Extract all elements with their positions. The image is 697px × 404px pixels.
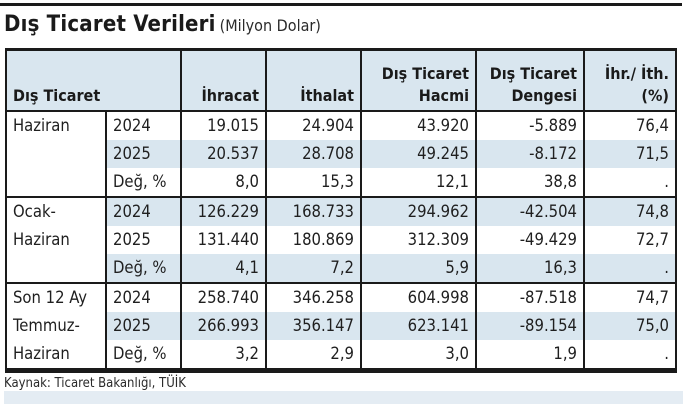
- volume-cell: 5,9: [360, 254, 477, 283]
- imports-cell: 356.147: [265, 312, 362, 340]
- period-cell: 2025: [105, 226, 182, 254]
- group-label: [5, 168, 107, 197]
- balance-cell: -42.504: [475, 196, 585, 226]
- imports-cell: 346.258: [265, 282, 362, 312]
- balance-cell: 38,8: [475, 168, 585, 197]
- ratio-cell: 76,4: [583, 110, 677, 140]
- table-row: Haziran 2025 131.440 180.869 312.309 -49…: [5, 226, 677, 254]
- header-volume: Dış Ticaret Hacmi: [360, 48, 477, 112]
- page-title: Dış Ticaret Verileri (Milyon Dolar): [4, 12, 321, 37]
- imports-cell: 7,2: [265, 254, 362, 283]
- balance-cell: -5.889: [475, 110, 585, 140]
- header-row: Dış Ticaret İhracat İthalat Dış Ticaret H…: [5, 48, 677, 112]
- period-cell: Değ, %: [105, 340, 182, 373]
- balance-cell: -8.172: [475, 140, 585, 168]
- trade-data-table: Dış Ticaret İhracat İthalat Dış Ticaret H…: [5, 48, 677, 373]
- exports-cell: 258.740: [180, 282, 267, 312]
- imports-cell: 28.708: [265, 140, 362, 168]
- period-cell: Değ, %: [105, 168, 182, 197]
- ratio-cell: .: [583, 340, 677, 373]
- header-category: Dış Ticaret: [5, 48, 182, 112]
- top-rule: [0, 3, 682, 6]
- table-row: Haziran Değ, % 3,2 2,9 3,0 1,9 .: [5, 340, 677, 373]
- exports-cell: 131.440: [180, 226, 267, 254]
- ratio-cell: 75,0: [583, 312, 677, 340]
- title-unit: (Milyon Dolar): [219, 16, 321, 35]
- volume-cell: 294.962: [360, 196, 477, 226]
- period-cell: 2024: [105, 196, 182, 226]
- volume-cell: 43.920: [360, 110, 477, 140]
- period-cell: 2024: [105, 282, 182, 312]
- balance-cell: 16,3: [475, 254, 585, 283]
- ratio-cell: .: [583, 254, 677, 283]
- ratio-cell: 74,8: [583, 196, 677, 226]
- imports-cell: 2,9: [265, 340, 362, 373]
- footer-band: [4, 391, 344, 404]
- exports-cell: 20.537: [180, 140, 267, 168]
- period-cell: 2025: [105, 140, 182, 168]
- period-cell: Değ, %: [105, 254, 182, 283]
- balance-cell: -87.518: [475, 282, 585, 312]
- volume-cell: 604.998: [360, 282, 477, 312]
- ratio-cell: .: [583, 168, 677, 197]
- balance-cell: -89.154: [475, 312, 585, 340]
- exports-cell: 8,0: [180, 168, 267, 197]
- exports-cell: 266.993: [180, 312, 267, 340]
- imports-cell: 15,3: [265, 168, 362, 197]
- volume-cell: 623.141: [360, 312, 477, 340]
- ratio-cell: 71,5: [583, 140, 677, 168]
- period-cell: 2024: [105, 110, 182, 140]
- source-note: Kaynak: Ticaret Bakanlığı, TÜİK: [4, 376, 186, 391]
- exports-cell: 3,2: [180, 340, 267, 373]
- header-exports: İhracat: [180, 48, 267, 112]
- group-label: Haziran: [5, 226, 107, 254]
- table-row: 2025 20.537 28.708 49.245 -8.172 71,5: [5, 140, 677, 168]
- table-row: Haziran 2024 19.015 24.904 43.920 -5.889…: [5, 110, 677, 140]
- group-label: Temmuz-: [5, 312, 107, 340]
- table-row: Temmuz- 2025 266.993 356.147 623.141 -89…: [5, 312, 677, 340]
- volume-cell: 49.245: [360, 140, 477, 168]
- volume-cell: 3,0: [360, 340, 477, 373]
- exports-cell: 126.229: [180, 196, 267, 226]
- header-ratio: İhr./ İth. (%): [583, 48, 677, 112]
- group-label: [5, 140, 107, 168]
- group-label: Son 12 Ay: [5, 282, 107, 312]
- footer-band: [340, 391, 683, 404]
- table-row: Son 12 Ay 2024 258.740 346.258 604.998 -…: [5, 282, 677, 312]
- exports-cell: 4,1: [180, 254, 267, 283]
- group-label: Haziran: [5, 110, 107, 140]
- exports-cell: 19.015: [180, 110, 267, 140]
- title-main: Dış Ticaret Verileri: [4, 12, 216, 37]
- ratio-cell: 74,7: [583, 282, 677, 312]
- imports-cell: 180.869: [265, 226, 362, 254]
- group-label: [5, 254, 107, 283]
- imports-cell: 24.904: [265, 110, 362, 140]
- table-row: Değ, % 8,0 15,3 12,1 38,8 .: [5, 168, 677, 197]
- group-label: Haziran: [5, 340, 107, 373]
- volume-cell: 312.309: [360, 226, 477, 254]
- header-balance: Dış Ticaret Dengesi: [475, 48, 585, 112]
- table-row: Ocak- 2024 126.229 168.733 294.962 -42.5…: [5, 196, 677, 226]
- balance-cell: 1,9: [475, 340, 585, 373]
- header-imports: İthalat: [265, 48, 362, 112]
- table-row: Değ, % 4,1 7,2 5,9 16,3 .: [5, 254, 677, 283]
- imports-cell: 168.733: [265, 196, 362, 226]
- period-cell: 2025: [105, 312, 182, 340]
- balance-cell: -49.429: [475, 226, 585, 254]
- ratio-cell: 72,7: [583, 226, 677, 254]
- volume-cell: 12,1: [360, 168, 477, 197]
- group-label: Ocak-: [5, 196, 107, 226]
